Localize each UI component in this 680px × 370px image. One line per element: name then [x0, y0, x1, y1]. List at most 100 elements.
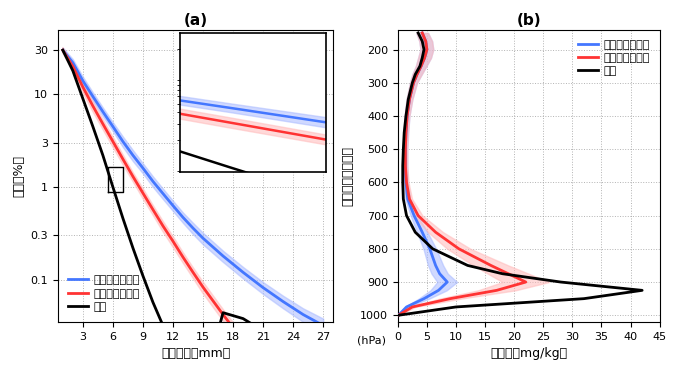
対流活発モデル	[259, 285, 267, 290]
観測	[279, 346, 287, 351]
対流抜制モデル	[446, 296, 454, 301]
対流活発モデル	[394, 313, 403, 317]
観測	[169, 342, 177, 347]
対流抜制モデル	[405, 197, 413, 201]
観測	[399, 197, 407, 201]
観測	[638, 288, 646, 293]
対流抜制モデル	[199, 285, 207, 289]
対流活発モデル	[69, 60, 77, 65]
観測	[408, 81, 416, 85]
対流活発モデル	[79, 78, 87, 83]
対流抜制モデル	[422, 39, 430, 43]
対流活発モデル	[420, 296, 428, 301]
対流活発モデル	[401, 147, 409, 151]
Line: 対流活発モデル: 対流活発モデル	[63, 50, 323, 326]
対流活発モデル	[436, 272, 444, 276]
Title: (a): (a)	[184, 13, 207, 28]
対流抜制モデル	[522, 280, 530, 284]
対流抜制モデル	[69, 64, 77, 69]
対流抜制モデル	[420, 56, 428, 60]
対流抜制モデル	[109, 139, 117, 144]
対流活発モデル	[418, 230, 426, 235]
観測	[414, 31, 422, 35]
対流抜制モデル	[401, 164, 409, 168]
対流抜制モデル	[139, 191, 147, 195]
対流活発モデル	[401, 164, 409, 168]
対流抜制モデル	[492, 288, 500, 293]
対流抜制モデル	[169, 239, 177, 243]
観測	[580, 296, 588, 301]
対流抜制モデル	[189, 270, 197, 275]
対流抜制モデル	[403, 180, 411, 185]
対流抜制モデル	[129, 174, 137, 179]
対流抜制モデル	[405, 97, 413, 102]
対流抜制モデル	[179, 255, 187, 259]
対流活発モデル	[402, 180, 410, 185]
対流活発モデル	[199, 236, 207, 240]
対流活発モデル	[189, 226, 197, 231]
対流抜制モデル	[259, 363, 267, 367]
対流抜制モデル	[417, 64, 425, 68]
Line: 対流抜制モデル: 対流抜制モデル	[63, 50, 323, 370]
観測	[179, 360, 187, 364]
対流活発モデル	[109, 124, 117, 129]
Title: (b): (b)	[516, 13, 541, 28]
対流活発モデル	[410, 213, 418, 218]
対流活発モデル	[402, 130, 410, 135]
Y-axis label: 気圧：高度を表す: 気圧：高度を表す	[341, 146, 354, 206]
観測	[403, 213, 411, 218]
対流活発モデル	[239, 270, 247, 275]
対流活発モデル	[319, 323, 327, 328]
対流活発モデル	[119, 139, 127, 144]
対流抜制モデル	[79, 85, 87, 89]
観測	[119, 216, 127, 221]
Text: (hPa): (hPa)	[357, 335, 386, 345]
対流抜制モデル	[455, 247, 463, 251]
対流活発モデル	[403, 114, 411, 118]
対流抜制モデル	[58, 48, 67, 53]
対流抜制モデル	[414, 213, 422, 218]
観測	[411, 72, 420, 77]
観測	[79, 96, 87, 101]
対流抜制モデル	[219, 312, 227, 317]
観測	[58, 48, 67, 53]
観測	[219, 310, 227, 315]
対流抜制モデル	[418, 31, 426, 35]
Line: 対流抜制モデル: 対流抜制モデル	[398, 33, 526, 315]
観測	[129, 246, 137, 250]
対流抜制モデル	[402, 130, 410, 135]
対流活発モデル	[403, 305, 411, 309]
対流抜制モデル	[99, 122, 107, 126]
対流活発モデル	[58, 48, 67, 53]
対流活発モデル	[89, 94, 97, 99]
観測	[452, 305, 460, 309]
観測	[416, 64, 424, 68]
X-axis label: 雲水量（mg/kg）: 雲水量（mg/kg）	[490, 347, 567, 360]
対流活発モデル	[405, 97, 413, 102]
観測	[404, 97, 412, 102]
Legend: 対流活発モデル, 対流抜制モデル, 観測: 対流活発モデル, 対流抜制モデル, 観測	[573, 35, 654, 81]
対流活発モデル	[426, 247, 434, 251]
対流抜制モデル	[423, 47, 431, 52]
対流活発モデル	[139, 166, 147, 170]
Line: 観測: 観測	[398, 33, 642, 315]
観測	[109, 185, 117, 189]
対流活発モデル	[179, 215, 187, 220]
Line: 対流活発モデル: 対流活発モデル	[398, 33, 447, 315]
対流活発モデル	[422, 39, 430, 43]
観測	[400, 130, 408, 135]
観測	[428, 247, 437, 251]
観測	[420, 47, 428, 52]
対流抜制モデル	[119, 157, 127, 161]
対流抜制モデル	[432, 230, 440, 235]
対流活発モデル	[299, 312, 307, 317]
対流活発モデル	[99, 110, 107, 114]
Line: 観測: 観測	[63, 50, 323, 370]
観測	[99, 153, 107, 158]
対流活発モデル	[423, 47, 431, 52]
Y-axis label: 頻度（%）: 頻度（%）	[12, 155, 25, 197]
観測	[398, 164, 407, 168]
観測	[259, 329, 267, 333]
観測	[411, 230, 420, 235]
対流活発モデル	[219, 254, 227, 258]
